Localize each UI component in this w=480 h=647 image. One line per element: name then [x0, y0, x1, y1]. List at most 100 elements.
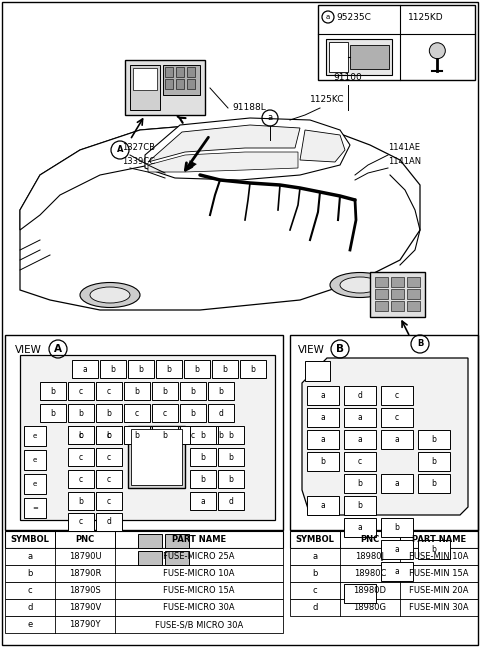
Bar — [344, 474, 376, 493]
Bar — [96, 470, 122, 488]
Text: b: b — [321, 457, 325, 466]
Text: FUSE-MICRO 25A: FUSE-MICRO 25A — [163, 552, 235, 561]
Bar — [290, 548, 478, 565]
Text: e: e — [27, 620, 33, 629]
Bar — [391, 301, 404, 311]
Text: a: a — [312, 552, 318, 561]
Text: FUSE-MICRO 10A: FUSE-MICRO 10A — [163, 569, 235, 578]
Text: PART NAME: PART NAME — [412, 535, 466, 544]
Text: 95235C: 95235C — [336, 12, 371, 21]
Text: a: a — [321, 501, 325, 510]
Bar — [68, 382, 94, 400]
Text: 1125KC: 1125KC — [310, 96, 345, 105]
Text: a: a — [326, 14, 330, 20]
Bar — [187, 79, 195, 89]
Bar — [165, 79, 173, 89]
Bar — [96, 448, 122, 466]
Text: 18980D: 18980D — [353, 586, 386, 595]
Bar — [190, 470, 216, 488]
Text: d: d — [218, 408, 223, 417]
Text: b: b — [79, 496, 84, 505]
Bar — [165, 67, 173, 77]
Bar — [176, 67, 184, 77]
Bar — [68, 448, 94, 466]
Text: b: b — [50, 386, 55, 395]
Text: FUSE-MIN 20A: FUSE-MIN 20A — [409, 586, 469, 595]
Text: 18790V: 18790V — [69, 603, 101, 612]
Bar — [138, 534, 162, 548]
Bar — [96, 404, 122, 422]
Bar — [138, 551, 162, 565]
Bar — [96, 426, 122, 444]
Bar — [125, 60, 205, 115]
Bar — [290, 335, 478, 530]
Bar — [187, 67, 195, 77]
Bar — [344, 408, 376, 427]
Bar — [5, 565, 283, 582]
Text: =: = — [32, 505, 38, 511]
Text: b: b — [228, 474, 233, 483]
Bar — [218, 492, 244, 510]
Bar — [208, 426, 234, 444]
Text: b: b — [134, 430, 139, 439]
Text: a: a — [83, 364, 87, 373]
Bar — [218, 426, 244, 444]
Text: FUSE-MICRO 30A: FUSE-MICRO 30A — [163, 603, 235, 612]
Text: d: d — [107, 518, 111, 527]
Text: 18790U: 18790U — [69, 552, 101, 561]
Circle shape — [429, 43, 445, 59]
Text: b: b — [27, 569, 33, 578]
Bar — [381, 562, 413, 581]
Text: FUSE-MIN 10A: FUSE-MIN 10A — [409, 552, 469, 561]
Bar — [152, 382, 178, 400]
Text: c: c — [107, 430, 111, 439]
Text: b: b — [228, 430, 233, 439]
Bar — [5, 616, 283, 633]
Bar — [180, 426, 206, 444]
Text: b: b — [163, 430, 168, 439]
Text: a: a — [201, 496, 205, 505]
Bar — [370, 272, 425, 317]
Text: b: b — [432, 457, 436, 466]
Ellipse shape — [330, 272, 390, 298]
Ellipse shape — [80, 283, 140, 307]
Bar — [375, 289, 388, 299]
Bar — [375, 301, 388, 311]
Bar — [307, 452, 339, 471]
Text: a: a — [395, 479, 399, 488]
Bar — [68, 470, 94, 488]
Bar — [391, 277, 404, 287]
Text: 1141AN: 1141AN — [388, 157, 421, 166]
Text: c: c — [135, 408, 139, 417]
Bar — [190, 448, 216, 466]
Bar — [326, 39, 392, 75]
Text: b: b — [251, 364, 255, 373]
Text: b: b — [201, 452, 205, 461]
Text: c: c — [79, 386, 83, 395]
Bar — [165, 551, 189, 565]
Bar — [344, 496, 376, 515]
Text: A: A — [54, 344, 62, 354]
Text: b: b — [191, 408, 195, 417]
Bar — [68, 426, 94, 444]
Text: c: c — [107, 386, 111, 395]
Text: 1339CC: 1339CC — [122, 157, 155, 166]
Bar — [20, 355, 275, 520]
Bar — [24, 426, 46, 446]
Text: 18790S: 18790S — [69, 586, 101, 595]
Text: PNC: PNC — [75, 535, 95, 544]
Polygon shape — [148, 125, 300, 162]
Text: a: a — [358, 413, 362, 422]
Text: a: a — [358, 435, 362, 444]
FancyArrowPatch shape — [189, 133, 209, 170]
Text: SYMBOL: SYMBOL — [11, 535, 49, 544]
Bar — [68, 513, 94, 531]
Bar — [176, 79, 184, 89]
Bar — [96, 382, 122, 400]
Text: b: b — [50, 408, 55, 417]
Text: a: a — [321, 413, 325, 422]
Bar — [344, 518, 376, 537]
Text: 1125KD: 1125KD — [408, 12, 443, 21]
Bar — [218, 448, 244, 466]
Text: b: b — [79, 430, 84, 439]
